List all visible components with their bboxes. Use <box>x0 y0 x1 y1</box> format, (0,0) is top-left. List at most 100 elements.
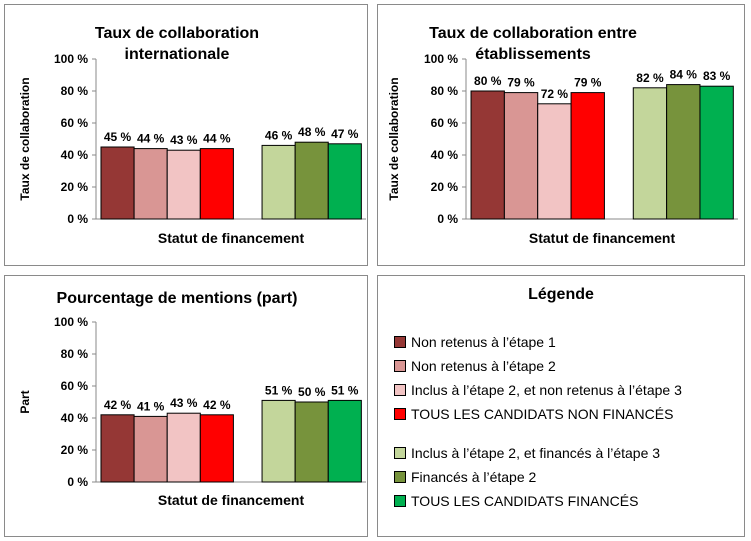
y-tick-label: 0 % <box>67 475 88 489</box>
data-label: 72 % <box>541 87 569 101</box>
y-tick-label: 80 % <box>431 84 459 98</box>
legend-item: Inclus à l’étape 2, et financés à l’étap… <box>394 445 660 461</box>
bar <box>327 143 362 220</box>
data-label: 79 % <box>507 76 535 90</box>
chart-title-line: Pourcentage de mentions (part) <box>57 290 298 307</box>
data-label: 43 % <box>170 396 198 410</box>
y-tick-label: 40 % <box>61 411 89 425</box>
y-axis-label: Taux de collaboration <box>18 77 32 200</box>
data-label: 42 % <box>203 398 231 412</box>
y-tick-label: 20 % <box>61 180 89 194</box>
chart-svg: Taux de collaboration entre établissement… <box>387 25 738 246</box>
bar <box>503 92 539 220</box>
bar <box>100 414 135 483</box>
legend-swatch <box>394 471 406 483</box>
data-label: 79 % <box>574 76 602 90</box>
y-axis-label: Part <box>18 390 32 413</box>
data-label: 47 % <box>331 127 359 141</box>
legend-swatch <box>394 336 406 348</box>
data-label: 44 % <box>137 132 165 146</box>
legend-item: TOUS LES CANDIDATS NON FINANCÉS <box>394 406 673 422</box>
chart-title-line: établissements <box>475 46 591 63</box>
bar <box>632 87 668 220</box>
data-label: 48 % <box>298 125 326 139</box>
y-tick-label: 40 % <box>61 148 89 162</box>
data-label: 84 % <box>670 68 698 82</box>
bar <box>570 92 605 220</box>
bar <box>166 149 201 220</box>
x-axis-label: Statut de financement <box>158 230 305 246</box>
bar <box>166 412 201 483</box>
data-label: 51 % <box>331 383 359 397</box>
legend-swatch <box>394 408 406 420</box>
y-tick-label: 100 % <box>424 52 458 66</box>
bar <box>261 144 296 220</box>
bar <box>133 415 168 483</box>
legend-item: Inclus à l’étape 2, et non retenus à l’é… <box>394 382 682 398</box>
y-tick-label: 20 % <box>61 443 89 457</box>
legend-label: Non retenus à l’étape 2 <box>411 358 556 374</box>
data-label: 82 % <box>636 71 664 85</box>
chart-title-line: internationale <box>125 46 230 63</box>
bar <box>261 399 296 483</box>
chart-panel-international: Taux de collaboration internationale 0 % 20… <box>4 4 368 266</box>
bar <box>133 148 168 220</box>
chart-panel-inter-institution: Taux de collaboration entre établissement… <box>377 4 745 266</box>
bar <box>666 84 701 220</box>
chart-svg: Taux de collaboration internationale 0 % 20… <box>18 25 366 246</box>
y-tick-label: 80 % <box>61 347 89 361</box>
bar <box>470 90 505 220</box>
data-label: 83 % <box>703 69 731 83</box>
y-tick-label: 60 % <box>61 116 89 130</box>
legend-item: TOUS LES CANDIDATS FINANCÉS <box>394 493 638 509</box>
data-label: 50 % <box>298 385 326 399</box>
legend-label: Inclus à l’étape 2, et financés à l’étap… <box>411 445 661 461</box>
y-tick-label: 40 % <box>431 148 459 162</box>
data-label: 41 % <box>137 399 165 413</box>
chart-panel-mentions: Pourcentage de mentions (part) 0 % 20 % 40 … <box>4 275 368 537</box>
legend-panel: Légende Non retenus à l’étape 1 Non reten… <box>377 275 745 537</box>
chart-svg: Pourcentage de mentions (part) 0 % 20 % 40 … <box>18 290 366 508</box>
y-tick-label: 80 % <box>61 84 89 98</box>
x-axis-label: Statut de financement <box>529 230 676 246</box>
y-tick-label: 100 % <box>54 52 88 66</box>
y-axis-label: Taux de collaboration <box>387 77 401 200</box>
data-label: 80 % <box>474 74 502 88</box>
x-axis-label: Statut de financement <box>158 492 305 508</box>
data-label: 45 % <box>104 130 132 144</box>
bar <box>199 148 234 220</box>
y-tick-label: 60 % <box>61 379 89 393</box>
legend-item: Financés à l’étape 2 <box>394 469 536 485</box>
legend-label: TOUS LES CANDIDATS NON FINANCÉS <box>411 406 674 422</box>
chart-title-line: Taux de collaboration <box>95 25 259 42</box>
data-label: 51 % <box>265 383 293 397</box>
legend-label: Non retenus à l’étape 1 <box>411 334 556 350</box>
legend-swatch <box>394 495 406 507</box>
y-tick-label: 0 % <box>437 212 458 226</box>
bar <box>294 141 329 220</box>
legend-title: Légende <box>528 286 594 303</box>
legend-item: Non retenus à l’étape 2 <box>394 358 556 374</box>
data-label: 46 % <box>265 128 293 142</box>
legend-label: Financés à l’étape 2 <box>411 469 537 485</box>
bar <box>327 399 362 483</box>
bar <box>100 146 135 220</box>
y-tick-label: 0 % <box>67 212 88 226</box>
bar <box>537 103 572 220</box>
legend-swatch <box>394 384 406 396</box>
bar <box>294 401 329 483</box>
data-label: 44 % <box>203 132 231 146</box>
legend-label: Inclus à l’étape 2, et non retenus à l’é… <box>411 382 682 398</box>
y-tick-label: 100 % <box>54 315 88 329</box>
legend-swatch <box>394 360 406 372</box>
legend-label: TOUS LES CANDIDATS FINANCÉS <box>411 493 639 509</box>
data-label: 43 % <box>170 133 198 147</box>
data-label: 42 % <box>104 398 132 412</box>
y-tick-label: 60 % <box>431 116 459 130</box>
legend-item: Non retenus à l’étape 1 <box>394 334 556 350</box>
legend-swatch <box>394 447 406 459</box>
bar <box>699 85 734 220</box>
y-tick-label: 20 % <box>431 180 459 194</box>
chart-title-line: Taux de collaboration entre <box>429 25 637 42</box>
bar <box>199 414 234 483</box>
